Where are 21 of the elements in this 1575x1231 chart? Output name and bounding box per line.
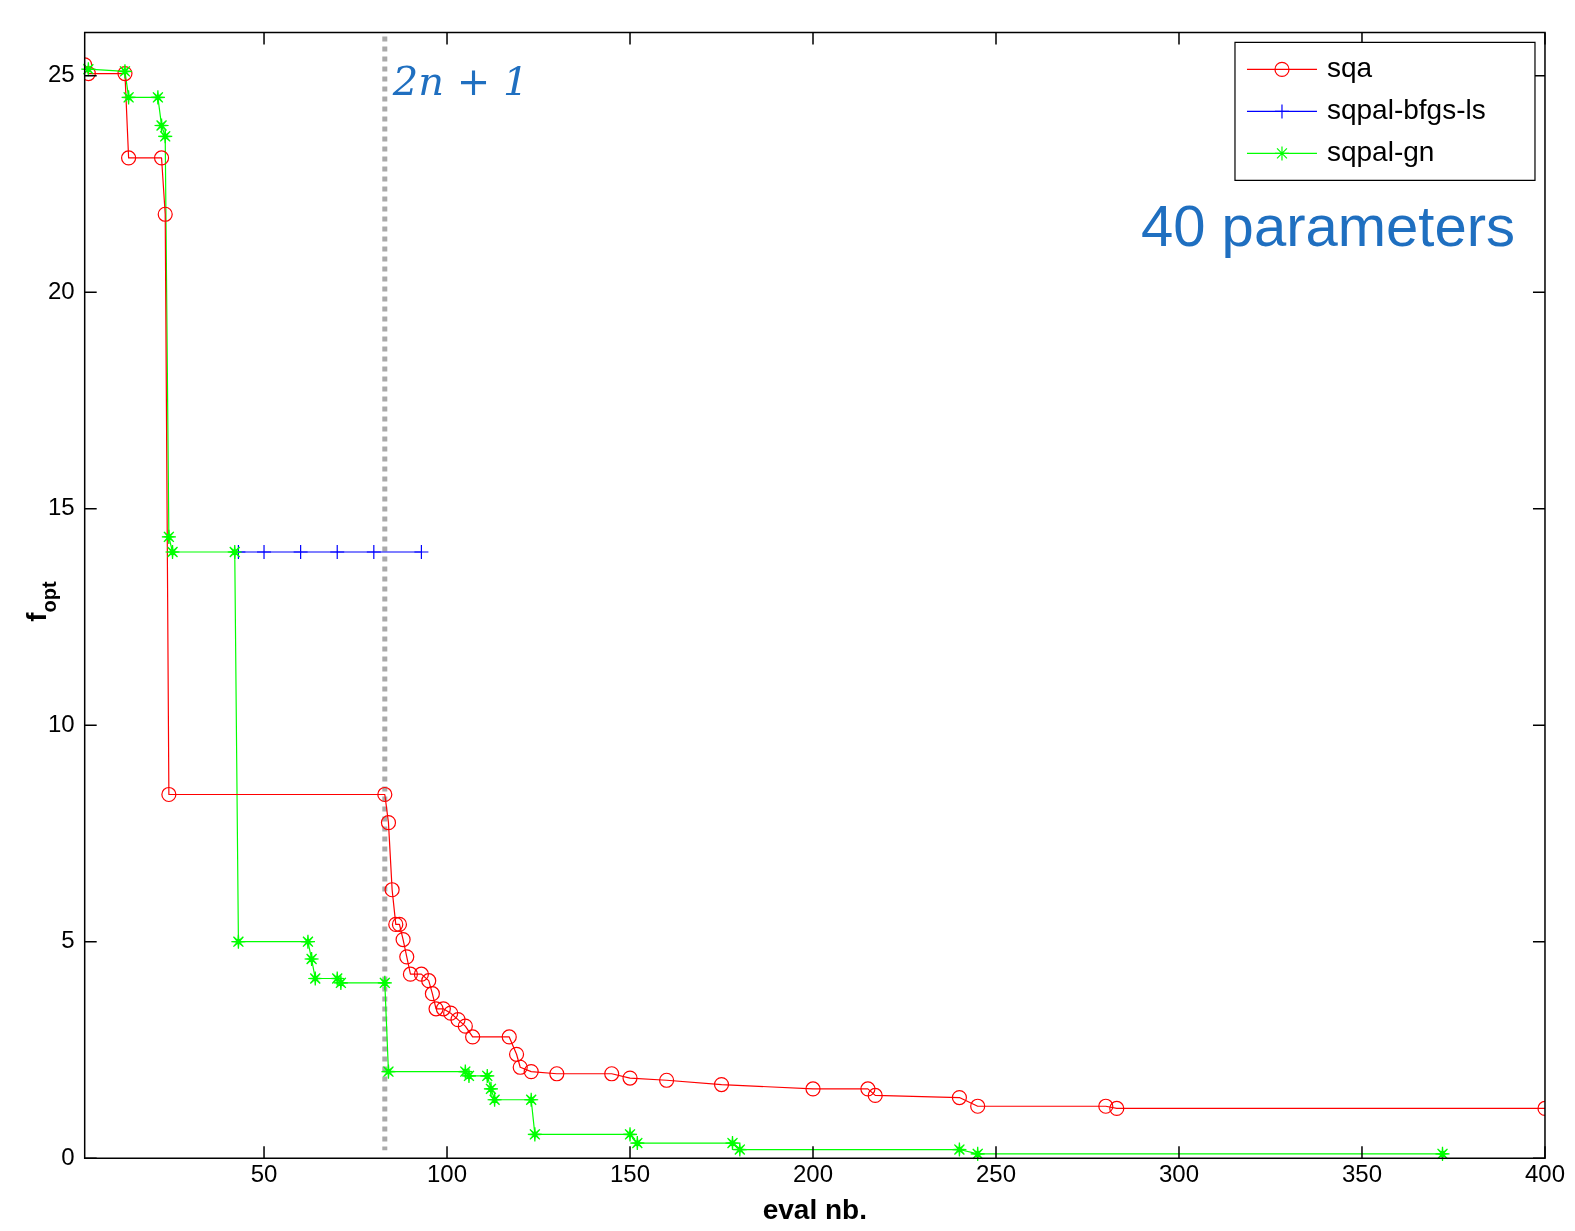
x-tick-label: 100 xyxy=(427,1160,468,1188)
y-tick-label: 15 xyxy=(47,493,75,521)
x-tick-label: 200 xyxy=(792,1160,834,1188)
y-tick-label: 25 xyxy=(47,60,75,88)
x-tick-label: 400 xyxy=(1524,1160,1565,1188)
x-tick-label: 350 xyxy=(1341,1160,1383,1188)
x-tick-label: 250 xyxy=(975,1160,1017,1188)
legend-label: sqa xyxy=(1326,52,1373,84)
x-tick-label: 50 xyxy=(250,1160,278,1188)
legend-label: sqpal-gn xyxy=(1326,136,1435,168)
y-tick-label: 20 xyxy=(47,276,75,304)
y-tick-label: 5 xyxy=(61,926,75,954)
legend-label: sqpal-bfgs-ls xyxy=(1326,94,1486,126)
y-tick-label: 0 xyxy=(61,1142,75,1170)
y-tick-label: 10 xyxy=(47,709,75,737)
x-axis-title: eval nb. xyxy=(762,1194,867,1225)
x-tick-label: 300 xyxy=(1158,1160,1200,1188)
y-axis-title: fopt xyxy=(21,580,60,622)
annotation: 40 parameters xyxy=(1140,193,1515,259)
ref-line-label: 2n + 1 xyxy=(391,57,529,104)
x-tick-label: 150 xyxy=(609,1160,651,1188)
